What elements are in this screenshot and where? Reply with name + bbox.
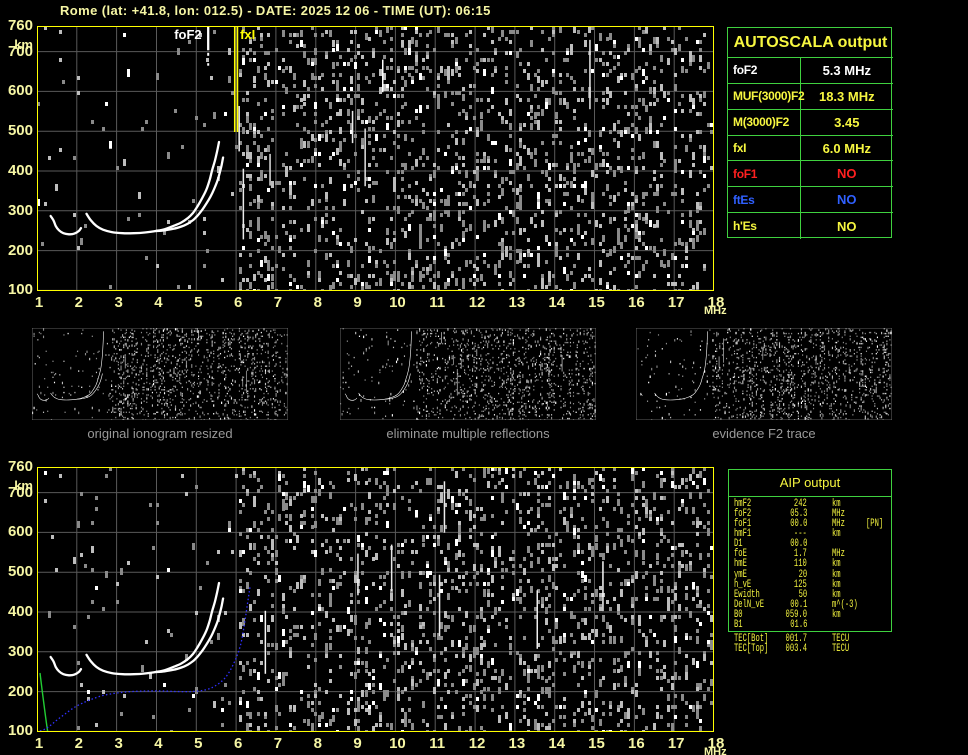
svg-text:foF2: foF2 (174, 27, 201, 42)
svg-text:fxI: fxI (240, 27, 255, 42)
